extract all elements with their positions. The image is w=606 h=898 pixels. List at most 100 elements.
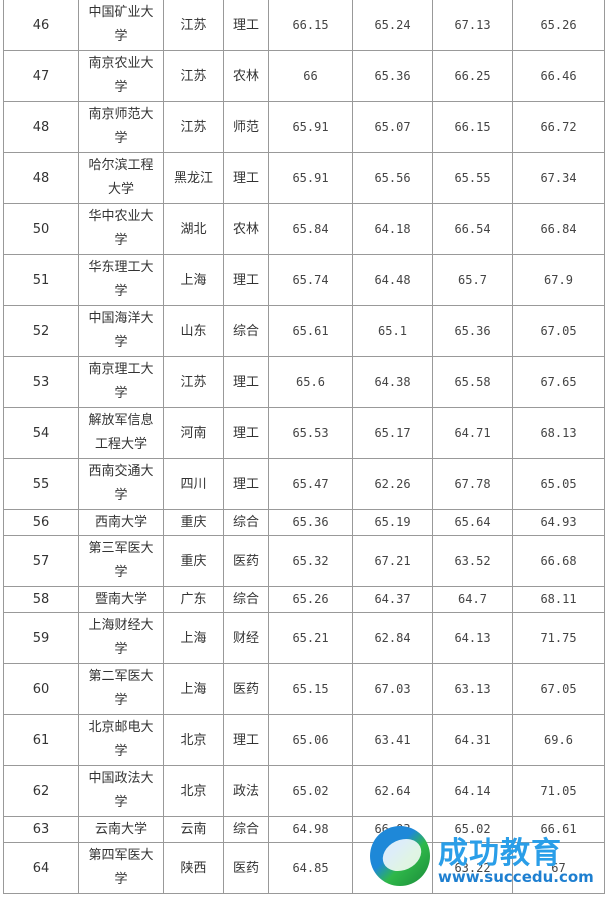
score-cell: 65.32 — [268, 535, 353, 587]
table-row: 62 中国政法大学 北京 政法 65.02 62.64 64.14 71.05 — [3, 765, 605, 817]
score-cell: 62.64 — [352, 765, 433, 817]
score-cell: 65.6 — [268, 356, 353, 408]
score-cell: 65.24 — [352, 0, 433, 51]
score-cell: 65.64 — [432, 509, 513, 536]
score-cell: 68.11 — [512, 586, 605, 613]
score-cell: 65.53 — [268, 407, 353, 459]
score-cell: 65.05 — [512, 458, 605, 510]
score-cell: 67.78 — [432, 458, 513, 510]
rank-cell: 48 — [3, 101, 79, 153]
type-cell: 理工 — [223, 407, 269, 459]
table-row: 60 第二军医大学 上海 医药 65.15 67.03 63.13 67.05 — [3, 663, 605, 715]
type-cell: 理工 — [223, 458, 269, 510]
name-cell: 暨南大学 — [78, 586, 164, 613]
score-cell: 69.6 — [512, 714, 605, 766]
score-cell: 66 — [268, 50, 353, 102]
table-row: 47 南京农业大学 江苏 农林 66 65.36 66.25 66.46 — [3, 50, 605, 102]
score-cell: 66.61 — [512, 816, 605, 843]
score-cell: 65.02 — [268, 765, 353, 817]
rank-cell: 62 — [3, 765, 79, 817]
score-cell: 65.36 — [268, 509, 353, 536]
rank-cell: 57 — [3, 535, 79, 587]
score-cell: 65.74 — [268, 254, 353, 306]
table-row: 53 南京理工大学 江苏 理工 65.6 64.38 65.58 67.65 — [3, 356, 605, 408]
name-cell: 西南交通大学 — [78, 458, 164, 510]
name-cell: 北京邮电大学 — [78, 714, 164, 766]
name-cell: 解放军信息工程大学 — [78, 407, 164, 459]
name-cell: 华东理工大学 — [78, 254, 164, 306]
rank-cell: 59 — [3, 612, 79, 664]
rank-cell: 54 — [3, 407, 79, 459]
score-cell: 67.9 — [512, 254, 605, 306]
table-row: 56 西南大学 重庆 综合 65.36 65.19 65.64 64.93 — [3, 509, 605, 536]
watermark-title: 成功教育 — [438, 836, 562, 871]
score-cell: 65.91 — [268, 101, 353, 153]
score-cell: 64.93 — [512, 509, 605, 536]
score-cell: 67 — [512, 842, 605, 894]
table-row: 55 西南交通大学 四川 理工 65.47 62.26 67.78 65.05 — [3, 458, 605, 510]
type-cell: 财经 — [223, 612, 269, 664]
score-cell: 64.85 — [268, 842, 353, 894]
rank-cell: 50 — [3, 203, 79, 255]
score-cell: 64.7 — [432, 586, 513, 613]
table-row: 48 哈尔滨工程大学 黑龙江 理工 65.91 65.56 65.55 67.34 — [3, 152, 605, 204]
rank-cell: 58 — [3, 586, 79, 613]
score-cell: 65.26 — [512, 0, 605, 51]
name-cell: 华中农业大学 — [78, 203, 164, 255]
score-cell: 65.84 — [268, 203, 353, 255]
score-cell: 65.15 — [268, 663, 353, 715]
score-cell: 65.91 — [268, 152, 353, 204]
score-cell: 66.54 — [432, 203, 513, 255]
score-cell: 67.03 — [352, 663, 433, 715]
score-cell: 68.13 — [512, 407, 605, 459]
province-cell: 上海 — [163, 663, 224, 715]
score-cell: 66.46 — [512, 50, 605, 102]
score-cell: 64.38 — [352, 356, 433, 408]
rank-cell: 53 — [3, 356, 79, 408]
table-row: 46 中国矿业大学 江苏 理工 66.15 65.24 67.13 65.26 — [3, 0, 605, 51]
type-cell: 政法 — [223, 765, 269, 817]
name-cell: 云南大学 — [78, 816, 164, 843]
province-cell: 江苏 — [163, 356, 224, 408]
score-cell: 65.07 — [352, 101, 433, 153]
score-cell: 64.71 — [432, 407, 513, 459]
type-cell: 综合 — [223, 305, 269, 357]
table-row: 51 华东理工大学 上海 理工 65.74 64.48 65.7 67.9 — [3, 254, 605, 306]
type-cell: 医药 — [223, 842, 269, 894]
watermark: 成功教育 www.succedu.com — [370, 822, 600, 898]
score-cell: 64.18 — [352, 203, 433, 255]
name-cell: 南京理工大学 — [78, 356, 164, 408]
score-cell: 65.17 — [352, 407, 433, 459]
name-cell: 中国矿业大学 — [78, 0, 164, 51]
score-cell: 71.75 — [512, 612, 605, 664]
type-cell: 理工 — [223, 356, 269, 408]
rank-cell: 52 — [3, 305, 79, 357]
province-cell: 四川 — [163, 458, 224, 510]
score-cell: 67.05 — [512, 663, 605, 715]
province-cell: 湖北 — [163, 203, 224, 255]
succedu-logo-icon — [370, 826, 430, 886]
rank-cell: 51 — [3, 254, 79, 306]
score-cell: 67.65 — [512, 356, 605, 408]
watermark-url: www.succedu.com — [438, 868, 594, 886]
type-cell: 综合 — [223, 509, 269, 536]
score-cell: 65.1 — [352, 305, 433, 357]
score-cell: 64.37 — [352, 586, 433, 613]
score-cell: 71.05 — [512, 765, 605, 817]
score-cell: 64.48 — [352, 254, 433, 306]
name-cell: 中国海洋大学 — [78, 305, 164, 357]
score-cell: 63.22 — [432, 842, 513, 894]
score-cell: 64.13 — [432, 612, 513, 664]
province-cell: 黑龙江 — [163, 152, 224, 204]
score-cell: 65.58 — [432, 356, 513, 408]
type-cell: 理工 — [223, 0, 269, 51]
province-cell: 江苏 — [163, 50, 224, 102]
name-cell: 西南大学 — [78, 509, 164, 536]
type-cell: 理工 — [223, 254, 269, 306]
table-row: 48 南京师范大学 江苏 师范 65.91 65.07 66.15 66.72 — [3, 101, 605, 153]
name-cell: 南京师范大学 — [78, 101, 164, 153]
rank-cell: 64 — [3, 842, 79, 894]
table-row: 61 北京邮电大学 北京 理工 65.06 63.41 64.31 69.6 — [3, 714, 605, 766]
province-cell: 广东 — [163, 586, 224, 613]
